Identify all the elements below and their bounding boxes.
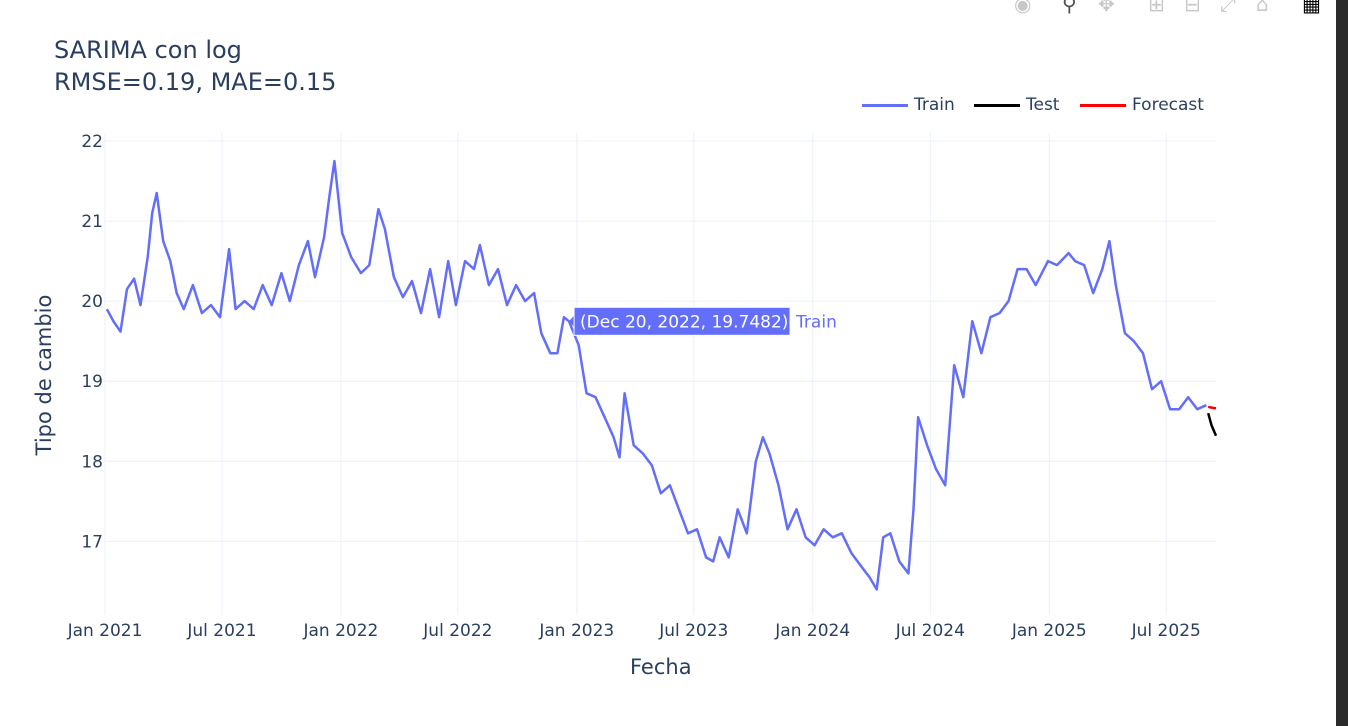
x-tick-label: Jan 2023: [538, 621, 614, 641]
hover-tooltip: (Dec 20, 2022, 19.7482) Train: [569, 306, 837, 336]
zoom-in-icon[interactable]: ⊞: [1148, 0, 1165, 16]
legend-label-train: Train: [914, 95, 955, 115]
x-tick-label: Jan 2021: [67, 621, 143, 641]
x-tick-label: Jan 2022: [302, 621, 378, 641]
series-lines: [105, 159, 1218, 591]
autoscale-icon[interactable]: ⤢: [1220, 0, 1236, 16]
series-line-test[interactable]: [1206, 412, 1218, 437]
pan-icon[interactable]: ✥: [1098, 0, 1115, 16]
y-tick-label: 20: [81, 292, 103, 312]
series-line-train[interactable]: [105, 159, 1207, 591]
legend-swatch-train: [862, 103, 908, 107]
y-tick-label: 21: [81, 212, 103, 232]
x-tick-label: Jan 2024: [774, 621, 850, 641]
y-axis-title: Tipo de cambio: [32, 294, 56, 456]
reset-axes-icon[interactable]: ⌂: [1256, 0, 1269, 16]
chart-subtitle: RMSE=0.19, MAE=0.15: [54, 68, 337, 96]
y-tick-labels: 17 18 19 20 21 22: [81, 132, 103, 552]
x-gridlines: [104, 133, 1167, 615]
x-tick-labels: Jan 2021 Jul 2021 Jan 2022 Jul 2022 Jan 2023…: [67, 621, 1201, 641]
legend-swatch-test: [974, 103, 1020, 107]
zoom-out-icon[interactable]: ⊟: [1184, 0, 1201, 16]
x-tick-label: Jul 2025: [1131, 621, 1201, 641]
zoom-icon[interactable]: ⚲: [1062, 0, 1077, 16]
window-edge: [1336, 0, 1348, 726]
legend-label-test: Test: [1026, 95, 1060, 115]
legend-item-forecast[interactable]: Forecast: [1080, 94, 1204, 116]
y-tick-label: 22: [81, 132, 103, 152]
y-tick-label: 17: [81, 532, 103, 552]
chart-title: SARIMA con log: [54, 36, 242, 64]
tooltip-box: [573, 306, 791, 336]
y-tick-label: 19: [81, 372, 103, 392]
x-tick-label: Jul 2022: [422, 621, 492, 641]
series-line-forecast[interactable]: [1207, 405, 1217, 410]
x-tick-label: Jul 2021: [186, 621, 256, 641]
tooltip-series: Train: [795, 312, 837, 332]
x-axis-title: Fecha: [630, 655, 692, 679]
plot-modebar: ◉ ⚲ ✥ ⊞ ⊟ ⤢ ⌂ ▦: [1010, 0, 1330, 16]
legend-swatch-forecast: [1080, 103, 1126, 107]
legend-item-train[interactable]: Train: [862, 94, 955, 116]
x-tick-label: Jan 2025: [1011, 621, 1087, 641]
y-tick-label: 18: [81, 452, 103, 472]
camera-icon[interactable]: ◉: [1014, 0, 1032, 16]
legend-label-forecast: Forecast: [1132, 95, 1204, 115]
legend-item-test[interactable]: Test: [974, 94, 1059, 116]
x-tick-label: Jul 2023: [658, 621, 728, 641]
plotly-logo-icon[interactable]: ▦: [1302, 0, 1321, 16]
x-tick-label: Jul 2024: [895, 621, 965, 641]
tooltip-value: (Dec 20, 2022, 19.7482): [580, 312, 788, 332]
